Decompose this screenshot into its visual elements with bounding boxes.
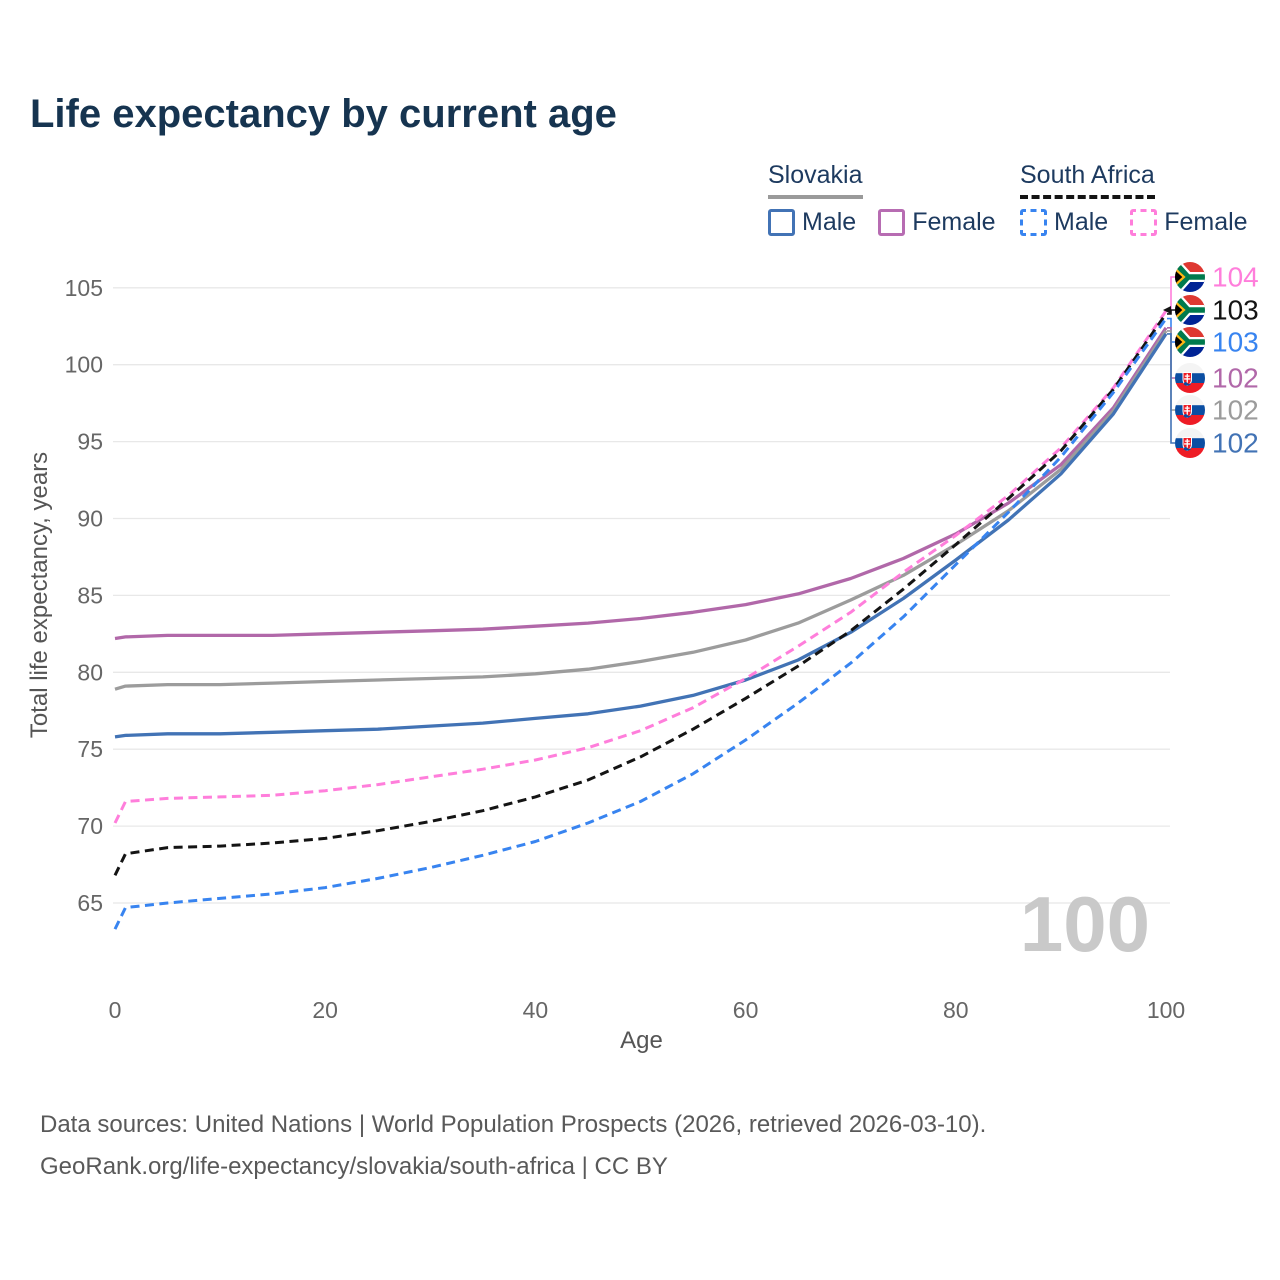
x-tick-label: 100 [1147, 997, 1185, 1023]
legend-country-south-africa: South Africa [1020, 161, 1155, 199]
slovakia-flag-icon [1175, 363, 1205, 393]
legend-item-slovakia-male[interactable]: Male [768, 208, 856, 237]
legend-label-slovakia-male: Male [802, 208, 857, 236]
x-axis-title: Age [620, 1027, 663, 1054]
checkbox-south-africa-male[interactable] [1020, 209, 1047, 236]
leader-line [1167, 333, 1175, 444]
slovakia-flag-icon [1175, 395, 1205, 425]
leader-line [1167, 276, 1175, 312]
legend-item-south-africa-female[interactable]: Female [1130, 208, 1248, 237]
y-tick-label: 80 [77, 659, 103, 685]
legend-row-slovakia: Male Female [768, 208, 1018, 237]
legend-item-south-africa-male[interactable]: Male [1020, 208, 1108, 237]
series-line-south-africa-male[interactable] [113, 317, 1168, 930]
footer: Data sources: United Nations | World Pop… [40, 1104, 986, 1188]
series-line-south-africa-female[interactable] [113, 310, 1168, 824]
series-line-slovakia-male[interactable] [114, 332, 1168, 739]
y-tick-label: 90 [77, 506, 103, 532]
series-line-slovakia-female[interactable] [114, 326, 1168, 641]
checkbox-slovakia-male[interactable] [768, 209, 795, 236]
checkbox-south-africa-female[interactable] [1130, 209, 1158, 236]
y-tick-label: 85 [77, 582, 103, 608]
footer-link: GeoRank.org/life-expectancy/slovakia/sou… [40, 1153, 668, 1180]
legend-row-south-africa: Male Female [1020, 208, 1270, 237]
end-value-label: 102 [1212, 363, 1259, 394]
series-line-slovakia-total[interactable] [114, 329, 1168, 691]
legend-label-south-africa-female: Female [1164, 208, 1248, 236]
x-tick-label: 40 [523, 997, 549, 1023]
end-value-label: 103 [1212, 327, 1259, 358]
y-tick-label: 75 [77, 736, 103, 762]
x-tick-label: 0 [109, 997, 122, 1023]
y-axis-title: Total life expectancy, years [26, 452, 53, 738]
series-line-south-africa-total[interactable] [113, 313, 1168, 876]
south-africa-flag-icon [1175, 262, 1205, 292]
legend-label-south-africa-male: Male [1054, 208, 1109, 236]
y-tick-label: 65 [77, 890, 103, 916]
page-title: Life expectancy by current age [30, 92, 617, 136]
y-tick-label: 100 [65, 352, 103, 378]
y-tick-label: 70 [77, 813, 103, 839]
legend-label-slovakia-female: Female [912, 208, 996, 236]
x-tick-label: 60 [733, 997, 759, 1023]
end-value-label: 103 [1212, 295, 1259, 326]
y-tick-label: 105 [65, 275, 103, 301]
hover-age-watermark: 100 [1020, 880, 1150, 968]
legend-item-slovakia-female[interactable]: Female [878, 208, 996, 237]
y-tick-label: 95 [77, 429, 103, 455]
x-tick-label: 80 [943, 997, 969, 1023]
slovakia-flag-icon [1175, 428, 1205, 458]
x-tick-label: 20 [312, 997, 338, 1023]
legend-country-slovakia: Slovakia [768, 161, 863, 199]
end-value-label: 102 [1212, 428, 1259, 459]
end-value-label: 104 [1212, 262, 1259, 293]
legend-group-south-africa: South Africa Male Female [1020, 161, 1270, 237]
end-value-label: 102 [1212, 395, 1259, 426]
legend-group-slovakia: Slovakia Male Female [768, 161, 1018, 237]
south-africa-flag-icon [1175, 295, 1205, 325]
south-africa-flag-icon [1175, 327, 1205, 357]
leader-arrow-icon [1163, 306, 1171, 314]
checkbox-slovakia-female[interactable] [878, 209, 906, 236]
footer-sources: Data sources: United Nations | World Pop… [40, 1111, 987, 1138]
